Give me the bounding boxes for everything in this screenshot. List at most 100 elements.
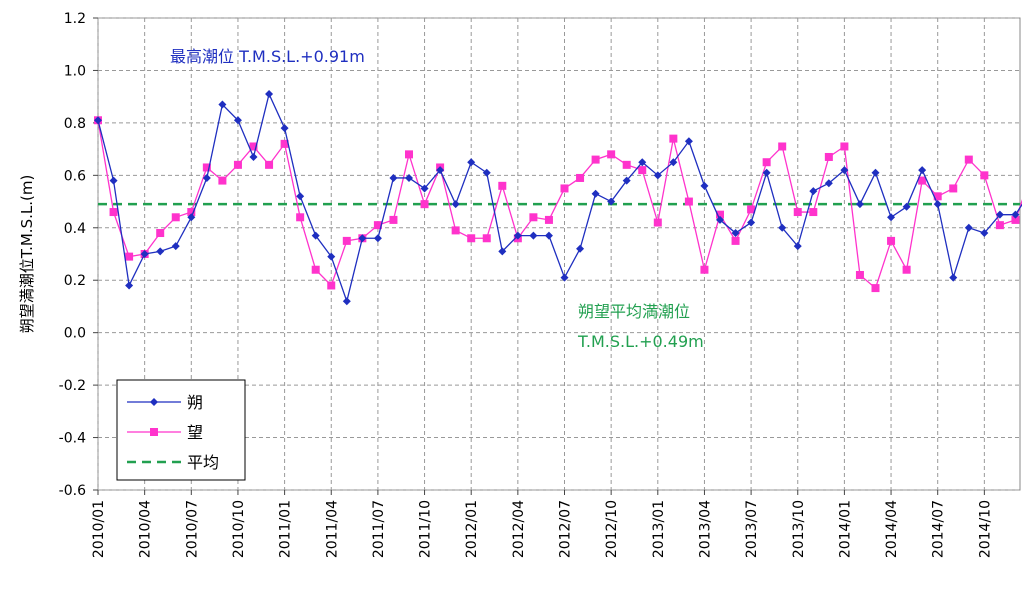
mean-tide-title-annotation: 朔望平均満潮位 — [578, 302, 690, 321]
data-point-bo — [949, 184, 958, 193]
data-point-bo — [887, 236, 896, 245]
legend-label: 朔 — [187, 393, 203, 412]
data-point-saku — [529, 231, 538, 240]
data-point-bo — [809, 208, 818, 217]
data-point-bo — [327, 281, 336, 290]
data-point-saku — [980, 229, 989, 238]
data-point-saku — [498, 247, 507, 256]
data-point-bo — [855, 270, 864, 279]
data-point-saku — [902, 202, 911, 211]
y-tick-label: -0.6 — [59, 483, 86, 499]
data-point-saku — [700, 181, 709, 190]
data-point-bo — [498, 181, 507, 190]
x-tick-label: 2012/04 — [511, 500, 527, 558]
data-point-bo — [840, 142, 849, 151]
data-point-saku — [420, 184, 429, 193]
data-point-saku — [513, 231, 522, 240]
data-point-saku — [233, 116, 242, 125]
data-point-bo — [731, 236, 740, 245]
data-point-bo — [544, 215, 553, 224]
legend: 朔望平均 — [116, 379, 246, 481]
data-point-bo — [296, 213, 305, 222]
y-axis-title: 朔望満潮位T.M.S.L.(m) — [18, 175, 36, 334]
data-point-saku — [358, 234, 367, 243]
data-point-bo — [218, 176, 227, 185]
y-tick-label: 0.6 — [64, 168, 86, 184]
y-tick-label: 1.0 — [64, 63, 86, 79]
data-point-saku — [576, 244, 585, 253]
x-tick-label: 2010/01 — [91, 500, 107, 558]
x-tick-label: 2012/10 — [604, 500, 620, 558]
data-point-bo — [778, 142, 787, 151]
data-point-bo — [793, 208, 802, 217]
data-point-saku — [840, 166, 849, 175]
x-tick-label: 2013/01 — [651, 500, 667, 558]
data-point-bo — [576, 173, 585, 182]
data-point-saku — [342, 297, 351, 306]
data-point-bo — [669, 134, 678, 143]
data-point-saku — [731, 229, 740, 238]
y-tick-label: 0.4 — [64, 221, 86, 237]
legend-label: 平均 — [187, 453, 219, 472]
plot-area-border — [97, 17, 1021, 491]
data-point-saku — [373, 234, 382, 243]
axes: 1.2 1.0 0.8 0.6 0.4 0.2 0.0 -0.2 -0.4 -0.6 2010/01… — [18, 11, 993, 558]
data-point-bo — [1011, 215, 1020, 224]
data-point-bo — [342, 236, 351, 245]
x-tick-label: 2010/10 — [231, 500, 247, 558]
x-tick-label: 2014/04 — [884, 500, 900, 558]
data-point-bo — [171, 213, 180, 222]
data-point-bo — [373, 221, 382, 230]
x-tick-label: 2010/07 — [184, 500, 200, 558]
data-point-saku — [156, 247, 165, 256]
x-tick-label: 2012/07 — [558, 500, 574, 558]
data-point-bo — [482, 234, 491, 243]
data-point-saku — [995, 210, 1004, 219]
x-tick-label: 2013/07 — [744, 500, 760, 558]
data-point-saku — [638, 158, 647, 167]
data-point-saku — [793, 242, 802, 251]
y-tick-label: 0.0 — [64, 326, 86, 342]
data-point-bo — [265, 160, 274, 169]
data-point-bo — [716, 210, 724, 219]
x-tick-label: 2010/04 — [138, 500, 154, 558]
data-point-saku — [202, 173, 211, 182]
data-point-saku — [949, 273, 958, 282]
data-point-saku — [280, 124, 289, 133]
data-point-bo — [607, 150, 616, 159]
data-point-saku — [249, 152, 258, 161]
data-point-saku — [933, 200, 942, 209]
x-tick-label: 2011/04 — [324, 500, 340, 558]
data-point-saku — [187, 213, 196, 222]
data-point-bo — [451, 226, 460, 235]
data-point-saku — [109, 176, 118, 185]
data-point-bo — [109, 208, 118, 217]
data-point-saku — [327, 252, 336, 261]
data-point-bo — [420, 200, 429, 209]
data-point-bo — [202, 163, 211, 172]
legend-label: 望 — [187, 423, 203, 442]
x-tick-label: 2011/10 — [418, 500, 434, 558]
data-point-saku — [405, 173, 413, 182]
data-point-saku — [171, 242, 180, 251]
data-point-saku — [622, 176, 631, 185]
data-point-saku — [218, 100, 227, 109]
data-point-saku — [265, 90, 274, 99]
x-tick-label: 2013/04 — [697, 500, 713, 558]
data-point-saku — [94, 116, 102, 125]
x-tick-label: 2011/01 — [278, 500, 294, 558]
data-point-bo — [824, 152, 833, 161]
legend-box — [116, 379, 246, 481]
data-point-saku — [451, 200, 460, 209]
series-line-saku — [97, 92, 1022, 304]
data-point-saku — [669, 158, 678, 167]
data-point-bo — [529, 213, 538, 222]
data-point-bo — [684, 197, 693, 206]
data-point-saku — [544, 231, 553, 240]
data-point-bo — [591, 155, 600, 164]
x-tick-label: 2011/07 — [371, 500, 387, 558]
data-point-saku — [964, 223, 973, 232]
x-tick-label: 2014/07 — [931, 500, 947, 558]
